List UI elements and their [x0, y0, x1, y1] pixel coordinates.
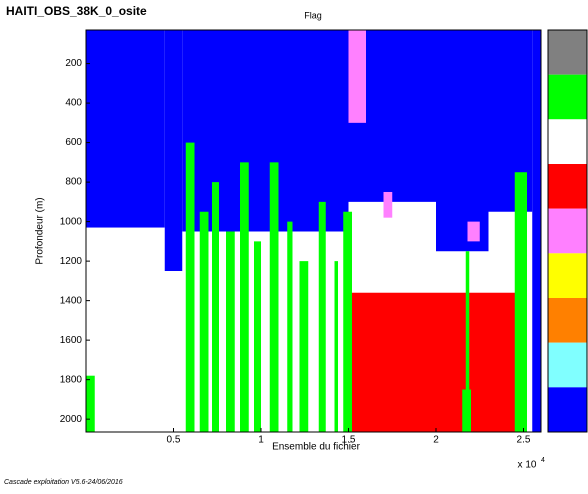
- flag-region: [287, 221, 293, 432]
- flag-region: [226, 231, 235, 432]
- x-tick-label: 1: [258, 435, 264, 446]
- x-axis-label: Ensemble du fichier: [272, 442, 360, 453]
- y-tick-label: 1000: [60, 216, 83, 227]
- flag-region: [348, 30, 366, 123]
- flag-region: [212, 182, 219, 432]
- colorbar-cell: [548, 342, 587, 388]
- x-multiplier: x 10: [518, 460, 537, 471]
- colorbar-cell: [548, 208, 587, 254]
- plot-frame: [85, 29, 542, 433]
- y-tick-label: 1600: [60, 335, 83, 346]
- flag-region: [383, 191, 393, 218]
- chart-title: HAITI_OBS_38K_0_osite: [6, 4, 147, 18]
- flag-region: [182, 30, 349, 232]
- y-tick-label: 200: [65, 58, 82, 69]
- flag-region: [465, 251, 470, 400]
- flag-region: [532, 30, 541, 432]
- flag-region: [199, 211, 209, 432]
- flag-region: [436, 30, 489, 252]
- y-tick-label: 800: [65, 177, 82, 188]
- flag-region: [86, 30, 165, 228]
- flag-region: [514, 172, 527, 432]
- flag-region: [254, 241, 261, 432]
- colorbar-cell: [548, 164, 587, 209]
- x-tick-label: 1.5: [342, 435, 356, 446]
- flag-region: [185, 142, 195, 433]
- colorbar-cell: [548, 74, 587, 120]
- colorbar-cell: [548, 298, 587, 343]
- flag-region: [348, 292, 519, 432]
- y-tick-label: 1200: [60, 256, 83, 267]
- y-tick-label: 600: [65, 137, 82, 148]
- flag-region: [462, 389, 471, 432]
- chart-subtitle: Flag: [304, 10, 322, 20]
- flag-region: [164, 30, 183, 272]
- flag-region: [86, 375, 95, 432]
- y-axis-label: Profondeur (m): [35, 197, 46, 264]
- flag-region: [467, 221, 480, 242]
- y-tick-label: 1800: [60, 374, 83, 385]
- y-tick-label: 2000: [60, 414, 83, 425]
- y-tick-label: 400: [65, 98, 82, 109]
- x-tick-label: 2.5: [517, 435, 531, 446]
- flag-region: [269, 162, 279, 432]
- colorbar-cell: [548, 30, 587, 75]
- x-tick-label: 2: [433, 435, 439, 446]
- flag-region: [299, 261, 309, 432]
- flag-region: [334, 261, 338, 432]
- colorbar-cell: [548, 119, 587, 164]
- flag-region: [343, 211, 352, 432]
- colorbar-cell: [548, 253, 587, 298]
- flag-region: [240, 162, 249, 432]
- flag-region: [318, 201, 326, 432]
- y-tick-label: 1400: [60, 295, 83, 306]
- colorbar-cell: [548, 387, 587, 432]
- footer: Cascade exploitation V5.6-24/06/2016: [4, 479, 123, 486]
- x-multiplier-exponent: 4: [541, 457, 545, 464]
- x-tick-label: 0.5: [167, 435, 181, 446]
- colorbar-frame: [547, 29, 588, 433]
